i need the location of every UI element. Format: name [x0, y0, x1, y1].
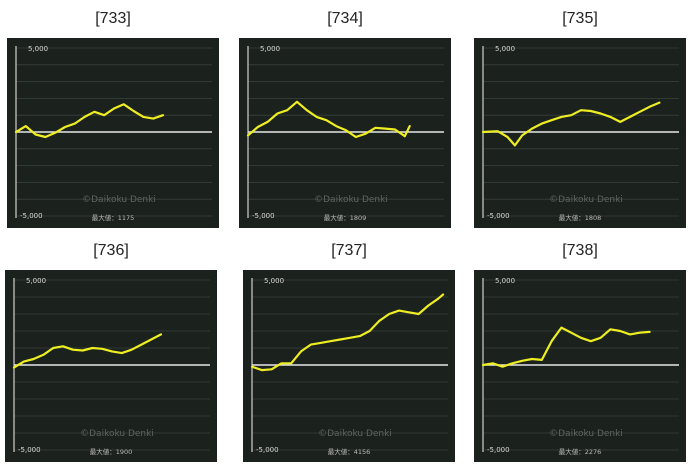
chart-panel: 5,000 -5,000 ©Daikoku Denki 最大値：2276: [474, 270, 686, 462]
ymin-label: -5,000: [18, 446, 41, 454]
watermark: ©Daikoku Denki: [549, 195, 623, 205]
chart-title: [737]: [331, 242, 367, 259]
chart-background: [239, 38, 451, 228]
chart-cell-738: [738] 5,000 -5,000 ©Daikoku Denki 最大値：2276: [474, 234, 686, 466]
ymin-label: -5,000: [487, 446, 510, 454]
watermark: ©Daikoku Denki: [549, 429, 623, 439]
chart-cell-735: [735] 5,000 -5,000 ©Daikoku Denki 最大値：1808: [474, 0, 686, 232]
ymax-label: 5,000: [495, 277, 515, 285]
chart-title: [736]: [93, 242, 129, 259]
series-line: [246, 100, 411, 139]
chart-title: [735]: [562, 10, 598, 27]
chart-panel: 5,000 -5,000 ©Daikoku Denki 最大値：1900: [5, 270, 217, 462]
ymax-label: 5,000: [495, 45, 515, 53]
series-line: [250, 293, 445, 372]
series-line: [12, 333, 163, 369]
chart-background: [7, 38, 219, 228]
max-value-label: 最大値：2276: [559, 447, 602, 456]
chart-panel: 5,000 -5,000 ©Daikoku Denki 最大値：1808: [474, 38, 686, 228]
ymin-label: -5,000: [252, 212, 275, 220]
ymin-label: -5,000: [256, 446, 279, 454]
ymax-label: 5,000: [26, 277, 46, 285]
ymax-label: 5,000: [260, 45, 280, 53]
watermark: ©Daikoku Denki: [318, 429, 392, 439]
chart-title: [733]: [95, 10, 131, 27]
max-value-label: 最大値：4156: [328, 447, 371, 456]
chart-background: [474, 270, 686, 462]
watermark: ©Daikoku Denki: [314, 195, 388, 205]
chart-cell-734: [734] 5,000 -5,000 ©Daikoku Denki 最大値：1809: [239, 0, 451, 232]
ymin-label: -5,000: [20, 212, 43, 220]
max-value-label: 最大値：1900: [90, 447, 133, 456]
chart-cell-736: [736] 5,000 -5,000 ©Daikoku Denki 最大値：1900: [5, 234, 217, 466]
chart-cell-737: [737] 5,000 -5,000 ©Daikoku Denki 最大値：4156: [243, 234, 455, 466]
chart-panel: 5,000 -5,000 ©Daikoku Denki 最大値：1809: [239, 38, 451, 228]
max-value-label: 最大値：1808: [559, 213, 602, 222]
watermark: ©Daikoku Denki: [80, 429, 154, 439]
series-line: [481, 101, 661, 147]
ymax-label: 5,000: [28, 45, 48, 53]
series-line: [481, 326, 651, 368]
chart-panel: 5,000 -5,000 ©Daikoku Denki 最大値：1175: [7, 38, 219, 228]
watermark: ©Daikoku Denki: [82, 195, 156, 205]
ymax-label: 5,000: [264, 277, 284, 285]
chart-background: [474, 38, 686, 228]
chart-title: [738]: [562, 242, 598, 259]
ymin-label: -5,000: [487, 212, 510, 220]
chart-title: [734]: [327, 10, 363, 27]
chart-panel: 5,000 -5,000 ©Daikoku Denki 最大値：4156: [243, 270, 455, 462]
max-value-label: 最大値：1175: [92, 213, 135, 222]
chart-background: [5, 270, 217, 462]
series-line: [14, 103, 165, 139]
max-value-label: 最大値：1809: [324, 213, 367, 222]
chart-cell-733: [733] 5,000 -5,000 ©Daikoku Denki 最大値：1175: [7, 0, 219, 232]
